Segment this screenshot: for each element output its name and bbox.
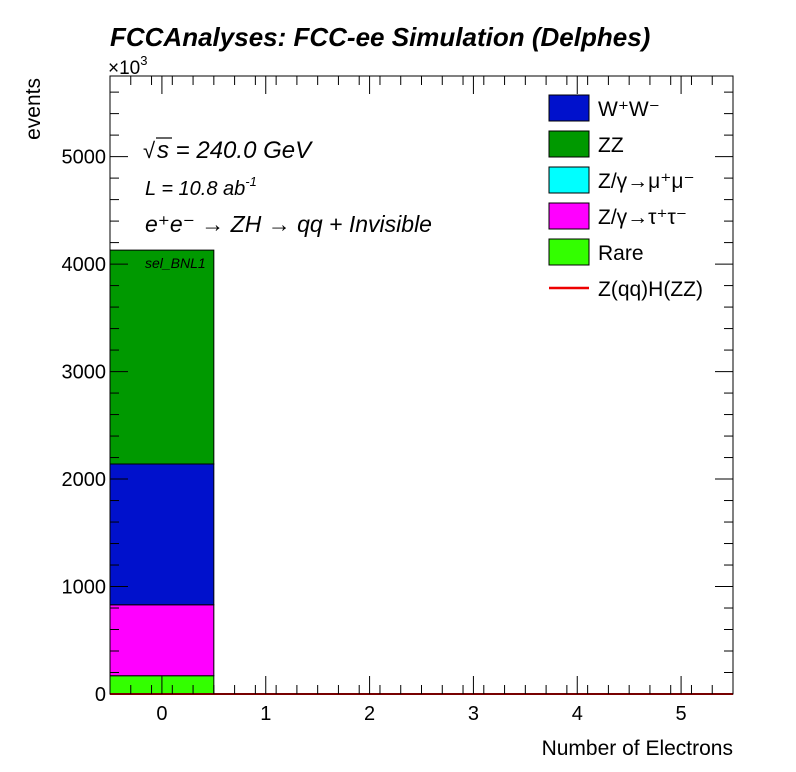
bar-0-series-3 — [109, 463, 215, 606]
y-tick-label: 3000 — [62, 362, 107, 384]
x-tick-label: 3 — [468, 703, 479, 725]
legend-label-0: W⁺W⁻ — [598, 98, 660, 121]
legend-label-2: Z/γ→μ⁺μ⁻ — [598, 170, 695, 193]
legend-swatch-3 — [548, 202, 590, 230]
selection-label: sel_BNL1 — [145, 255, 206, 271]
legend-label-4: Rare — [598, 242, 644, 265]
legend-swatch-4 — [548, 238, 590, 266]
legend-label-3: Z/γ→τ⁺τ⁻ — [598, 206, 687, 229]
process-label: e⁺e⁻ → ZH → qq + Invisible — [145, 211, 432, 237]
x-tick-label: 1 — [260, 703, 271, 725]
legend-swatch-0 — [548, 94, 590, 122]
luminosity-label: L = 10.8 ab-1 — [145, 174, 257, 200]
y-multiplier: ×103 — [108, 53, 147, 79]
axes: 0 1 2 3 4 5 0 1000 2000 3000 4000 5000 — [62, 76, 734, 725]
x-tick-label: 5 — [676, 703, 687, 725]
bar-0-series-1 — [109, 604, 215, 677]
histogram-bars — [109, 249, 215, 695]
y-tick-label: 5000 — [62, 147, 107, 169]
legend-swatch-1 — [548, 130, 590, 158]
chart-title: FCCAnalyses: FCC-ee Simulation (Delphes) — [110, 22, 650, 52]
x-tick-label: 0 — [156, 703, 167, 725]
legend-label-1: ZZ — [598, 134, 624, 157]
x-tick-label: 2 — [364, 703, 375, 725]
legend: W⁺W⁻ ZZ Z/γ→μ⁺μ⁻ Z/γ→τ⁺τ⁻ Rare Z(qq)H(ZZ) — [548, 94, 703, 301]
y-tick-label: 2000 — [62, 469, 107, 491]
bar-0-series-4 — [109, 249, 215, 465]
y-axis-label: events — [22, 78, 45, 140]
energy-annotation: √ s = 240.0 GeV — [143, 137, 313, 164]
x-axis-label: Number of Electrons — [542, 737, 733, 760]
y-tick-label: 4000 — [62, 254, 107, 276]
y-tick-label: 1000 — [62, 577, 107, 599]
x-tick-label: 4 — [572, 703, 583, 725]
energy-label: s = 240.0 GeV — [157, 137, 313, 164]
y-tick-label: 0 — [95, 684, 106, 706]
sqrt-symbol: √ — [143, 138, 156, 163]
legend-swatch-2 — [548, 166, 590, 194]
legend-label-5: Z(qq)H(ZZ) — [598, 278, 703, 301]
